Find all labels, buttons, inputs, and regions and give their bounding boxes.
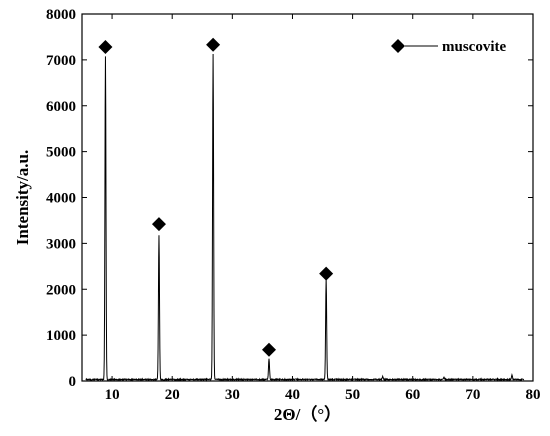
x-tick-label: 10 — [105, 387, 120, 403]
muscovite-peak-marker — [98, 40, 113, 55]
x-tick-label: 40 — [285, 387, 300, 403]
x-tick-label: 50 — [345, 387, 360, 403]
plot-frame — [81, 13, 534, 382]
x-axis-title: 2Θ/（°） — [274, 404, 341, 424]
y-tick-label: 0 — [69, 374, 77, 390]
x-tick-label: 60 — [405, 387, 420, 403]
y-tick-label: 3000 — [46, 236, 76, 252]
legend-diamond-marker — [391, 39, 405, 53]
peak-markers — [98, 37, 334, 357]
muscovite-peak-marker — [206, 37, 221, 52]
y-tick-label: 7000 — [46, 53, 76, 69]
x-tick-label: 70 — [465, 387, 480, 403]
x-tick-label: 20 — [165, 387, 180, 403]
axis-ticks: 10 20 30 40 50 60 70 80 0 1000 2000 3000 4000 5000 600… — [46, 7, 541, 403]
y-axis-title: Intensity/a.u. — [13, 150, 32, 245]
x-tick-label: 30 — [225, 387, 240, 403]
muscovite-peak-marker — [262, 342, 277, 357]
y-tick-label: 8000 — [46, 7, 76, 23]
muscovite-peak-marker — [151, 217, 166, 232]
muscovite-peak-marker — [319, 266, 334, 281]
legend: muscovite — [391, 39, 506, 55]
y-tick-label: 2000 — [46, 282, 76, 298]
xrd-pattern-line — [85, 53, 525, 382]
plot-area — [81, 13, 534, 382]
y-tick-label: 1000 — [46, 328, 76, 344]
y-tick-label: 5000 — [46, 145, 76, 161]
y-tick-label: 6000 — [46, 99, 76, 115]
y-tick-label: 4000 — [46, 191, 76, 207]
x-tick-label: 80 — [526, 387, 541, 403]
legend-label: muscovite — [442, 39, 506, 55]
